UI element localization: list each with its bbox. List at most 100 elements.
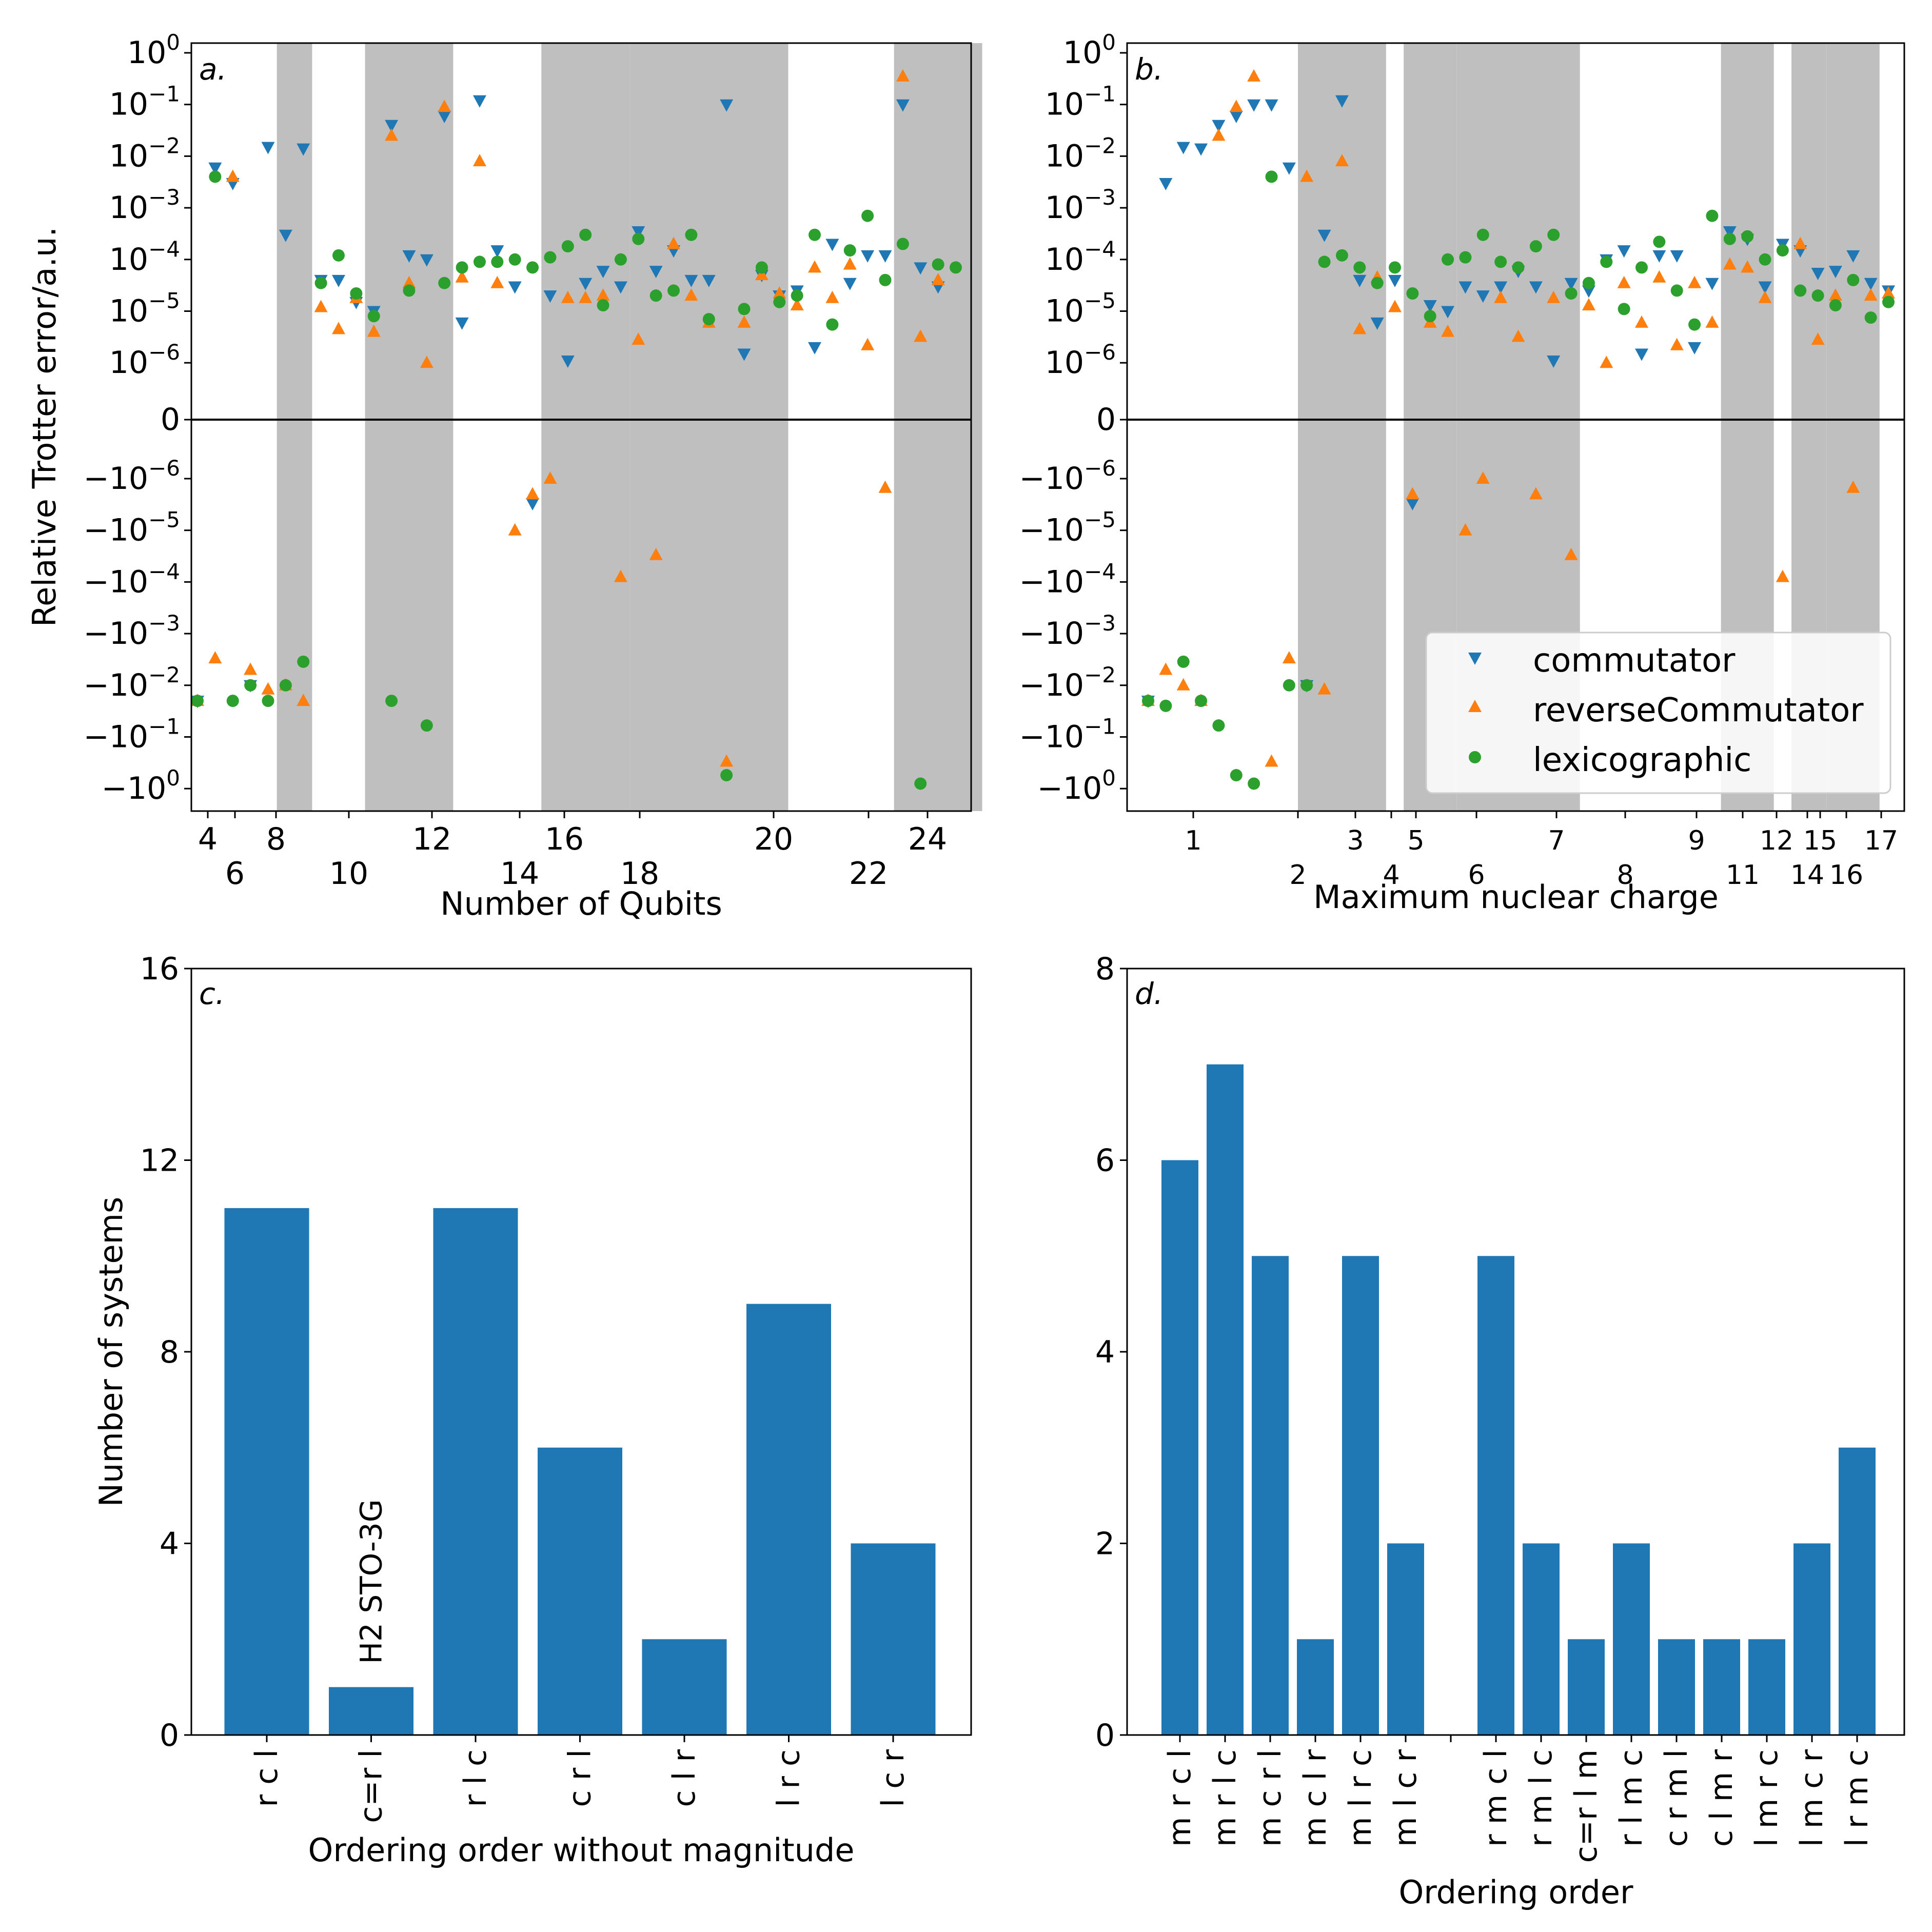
b-point-lexicographic-17: [1442, 253, 1454, 266]
a-point-reverseCommutator-19: [526, 487, 540, 500]
a-point-reverseCommutator-33: [773, 286, 786, 299]
a-ytick-label-5-base: 10: [109, 293, 148, 329]
b-point-lexicographic-24: [1565, 287, 1578, 300]
a-xtick-label-8: 20: [754, 821, 793, 857]
b-point-lexicographic-16: [1424, 310, 1436, 323]
legend-frame: [1425, 632, 1891, 794]
b-ytick-label-7: 0: [1096, 402, 1116, 438]
b-ytick-label-6: 10−6: [1045, 340, 1116, 381]
panel-c-ylabel: Number of systems: [92, 1197, 130, 1507]
panel-d-label: d.: [1135, 976, 1163, 1011]
b-point-reverseCommutator-12: [1353, 322, 1367, 334]
a-point-commutator-16: [472, 95, 486, 108]
b-point-reverseCommutator-10: [1317, 682, 1331, 695]
c-bar-1: [329, 1687, 413, 1735]
a-ytick-label-14: −100: [102, 765, 180, 806]
d-xtick-label-8: r m l c: [1523, 1749, 1559, 1847]
panel-a-scatter-chart: 10010−110−210−310−410−510−60−10−6−10−5−1…: [26, 30, 982, 922]
a-xtick-label-5: 14: [500, 856, 539, 892]
b-point-reverseCommutator-31: [1688, 275, 1702, 288]
panel-a-data-points: [191, 69, 962, 790]
a-ytick-label-12-base: −10: [83, 667, 148, 703]
b-point-commutator-27: [1617, 245, 1631, 258]
a-point-lexicographic-40: [896, 238, 909, 250]
b-point-commutator-31: [1688, 342, 1702, 354]
a-ytick-label-6-exponent: −6: [148, 340, 180, 365]
panel-a-label: a.: [199, 52, 227, 87]
d-xtick-label-14: l m c r: [1794, 1749, 1830, 1847]
b-point-lexicographic-37: [1794, 284, 1807, 297]
b-point-commutator-20: [1494, 281, 1508, 294]
a-point-commutator-12: [402, 250, 416, 263]
b-point-reverseCommutator-41: [1864, 288, 1878, 301]
b-point-commutator-13: [1370, 317, 1384, 330]
b-xtick-label-11: 14: [1790, 860, 1824, 891]
b-point-reverseCommutator-14: [1388, 300, 1402, 312]
b-ytick-label-4-exponent: −4: [1084, 236, 1116, 262]
d-xtick-label-9: c=r l m: [1568, 1749, 1604, 1863]
a-point-lexicographic-9: [350, 287, 363, 300]
a-ytick-label-1-exponent: −1: [148, 82, 180, 107]
b-point-lexicographic-32: [1706, 209, 1719, 222]
a-shaded-region-0: [277, 43, 312, 811]
b-ytick-label-12-base: −10: [1019, 667, 1084, 703]
a-point-commutator-19: [526, 498, 540, 511]
a-point-reverseCommutator-32: [755, 268, 768, 281]
c-xtick-label-2: r l c: [458, 1749, 494, 1807]
a-point-lexicographic-25: [632, 232, 645, 245]
b-point-lexicographic-29: [1653, 235, 1666, 248]
legend-marker-lexicographic: [1469, 751, 1481, 763]
a-ytick-label-10: −10−4: [83, 559, 180, 600]
a-point-lexicographic-42: [932, 258, 944, 271]
a-point-lexicographic-34: [791, 289, 803, 302]
d-ytick-label-3: 6: [1095, 1143, 1115, 1179]
b-point-lexicographic-6: [1248, 777, 1260, 790]
b-point-commutator-28: [1635, 348, 1648, 361]
c-xtick-label-4: c l r: [666, 1749, 702, 1807]
b-xtick-label-14: 17: [1864, 825, 1898, 856]
a-point-lexicographic-36: [826, 318, 839, 331]
b-point-reverseCommutator-40: [1846, 480, 1860, 493]
a-point-lexicographic-37: [843, 244, 856, 257]
a-point-lexicographic-35: [809, 228, 821, 241]
b-ytick-label-6-exponent: −6: [1084, 340, 1116, 365]
b-ytick-label-5: 10−5: [1045, 288, 1116, 329]
panel-a-ylabel: Relative Trotter error/a.u.: [26, 227, 63, 627]
a-point-reverseCommutator-41: [914, 329, 928, 342]
a-xtick-label-10: 24: [908, 821, 947, 857]
a-shaded-region-3: [629, 43, 788, 811]
d-bar-5: [1387, 1543, 1424, 1735]
b-ytick-label-8-exponent: −6: [1084, 456, 1116, 481]
d-xtick-label-1: m r l c: [1207, 1749, 1243, 1847]
panel-c-y-ticks: 0 4 8 12 16: [140, 951, 191, 1753]
b-point-lexicographic-3: [1195, 695, 1208, 707]
a-point-lexicographic-38: [861, 209, 874, 222]
b-point-lexicographic-18: [1459, 251, 1472, 264]
a-point-lexicographic-29: [702, 313, 715, 326]
a-ytick-label-11-exponent: −3: [148, 610, 180, 636]
a-ytick-label-11-base: −10: [83, 616, 148, 652]
b-point-commutator-38: [1811, 267, 1825, 280]
b-point-lexicographic-42: [1882, 295, 1895, 308]
a-xtick-label-4: 12: [412, 821, 451, 857]
a-point-reverseCommutator-12: [402, 275, 416, 288]
legend-label-lexicographic: lexicographic: [1533, 741, 1751, 779]
panel-c-annotation-h2-sto3g: H2 STO-3G: [354, 1499, 389, 1664]
a-ytick-label-4-exponent: −4: [148, 236, 180, 262]
a-point-commutator-18: [508, 281, 522, 294]
b-point-lexicographic-0: [1142, 695, 1154, 707]
b-point-commutator-35: [1758, 281, 1772, 294]
a-point-commutator-40: [896, 99, 910, 112]
a-point-lexicographic-10: [367, 310, 380, 323]
a-point-commutator-24: [614, 281, 627, 294]
a-point-lexicographic-24: [614, 253, 627, 266]
b-point-reverseCommutator-26: [1600, 356, 1613, 368]
b-point-commutator-30: [1670, 250, 1684, 263]
a-ytick-label-8-exponent: −6: [148, 456, 180, 481]
a-shaded-region-2: [541, 43, 630, 811]
b-ytick-label-6-base: 10: [1045, 345, 1084, 381]
b-point-lexicographic-14: [1389, 261, 1401, 274]
b-point-lexicographic-33: [1723, 232, 1736, 245]
a-point-lexicographic-21: [561, 240, 574, 253]
